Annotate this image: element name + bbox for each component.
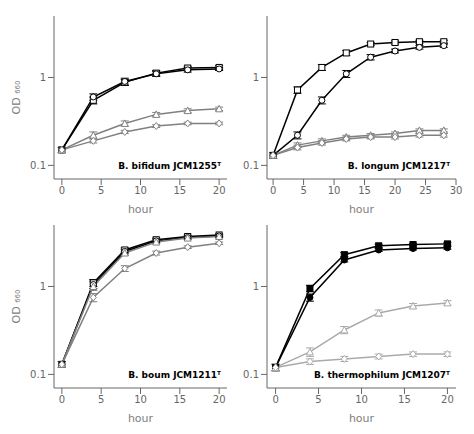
svg-text:5: 5 [300, 185, 306, 196]
svg-text:15: 15 [173, 394, 186, 405]
html-text:B. boum JCM1211ᵀ: B. boum JCM1211ᵀ [128, 370, 221, 380]
svg-text:15: 15 [358, 185, 371, 196]
svg-text:20: 20 [213, 394, 226, 405]
svg-text:10: 10 [134, 394, 147, 405]
svg-text:1: 1 [40, 281, 46, 292]
svg-text:5: 5 [315, 394, 321, 405]
svg-text:5: 5 [98, 185, 104, 196]
svg-text:hour: hour [128, 203, 154, 216]
svg-text:0: 0 [272, 394, 278, 405]
svg-text:20: 20 [441, 394, 454, 405]
svg-text:10: 10 [355, 394, 368, 405]
html-text:B. thermophilum JCM1207ᵀ: B. thermophilum JCM1207ᵀ [314, 370, 450, 380]
svg-text:25: 25 [419, 185, 432, 196]
svg-text:0.1: 0.1 [30, 369, 46, 380]
svg-text:hour: hour [349, 412, 375, 425]
html-text:B. bifidum JCM1255ᵀ: B. bifidum JCM1255ᵀ [118, 161, 221, 171]
html-text:B. longum JCM1217ᵀ: B. longum JCM1217ᵀ [347, 161, 450, 171]
svg-text:OD ₆₆₀: OD ₆₆₀ [10, 80, 23, 114]
svg-text:0: 0 [59, 394, 65, 405]
svg-text:0: 0 [270, 185, 276, 196]
svg-text:hour: hour [128, 412, 154, 425]
svg-text:hour: hour [349, 203, 375, 216]
svg-text:20: 20 [389, 185, 402, 196]
svg-text:1: 1 [253, 72, 259, 83]
svg-text:0.1: 0.1 [243, 160, 259, 171]
svg-text:15: 15 [398, 394, 411, 405]
svg-text:15: 15 [173, 185, 186, 196]
svg-text:10: 10 [134, 185, 147, 196]
svg-text:0.1: 0.1 [30, 160, 46, 171]
svg-text:5: 5 [98, 394, 104, 405]
svg-text:30: 30 [450, 185, 463, 196]
svg-text:10: 10 [328, 185, 341, 196]
svg-text:0.1: 0.1 [243, 369, 259, 380]
svg-text:20: 20 [213, 185, 226, 196]
svg-text:0: 0 [59, 185, 65, 196]
svg-text:1: 1 [40, 72, 46, 83]
svg-text:OD ₆₆₀: OD ₆₆₀ [10, 289, 23, 323]
svg-text:1: 1 [253, 281, 259, 292]
